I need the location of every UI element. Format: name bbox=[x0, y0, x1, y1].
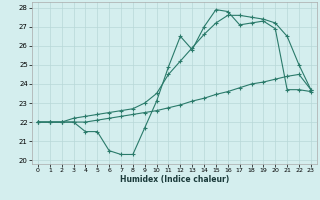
X-axis label: Humidex (Indice chaleur): Humidex (Indice chaleur) bbox=[120, 175, 229, 184]
